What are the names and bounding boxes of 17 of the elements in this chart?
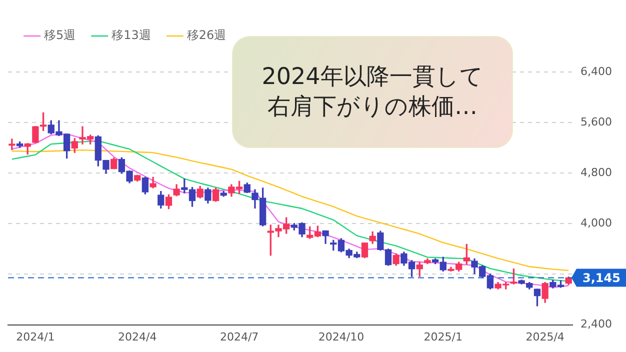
x-tick-label: 2025/1 xyxy=(424,330,462,344)
ref-line-label: 3,145 xyxy=(582,270,620,285)
y-tick-label: 4,800 xyxy=(580,166,612,179)
x-tick-label: 2024/7 xyxy=(220,330,259,344)
legend-label: 移26週 xyxy=(186,28,226,42)
x-tick-label: 2025/4 xyxy=(526,330,564,344)
y-tick-label: 6,400 xyxy=(580,64,612,78)
legend-label: 移13週 xyxy=(112,28,151,42)
y-tick-label: 5,600 xyxy=(580,115,612,128)
x-tick-label: 2024/1 xyxy=(16,330,55,344)
x-tick-label: 2024/4 xyxy=(118,330,157,344)
y-tick-label: 2,400 xyxy=(580,318,612,331)
callout-box: 2024年以降一貫して右肩下がりの株価… xyxy=(232,36,513,148)
y-tick-label: 4,000 xyxy=(580,216,612,230)
x-tick-label: 2024/10 xyxy=(318,330,364,344)
legend-label: 移5週 xyxy=(44,28,76,42)
annotation: 2024年以降一貫して右肩下がりの株価… xyxy=(260,63,484,122)
